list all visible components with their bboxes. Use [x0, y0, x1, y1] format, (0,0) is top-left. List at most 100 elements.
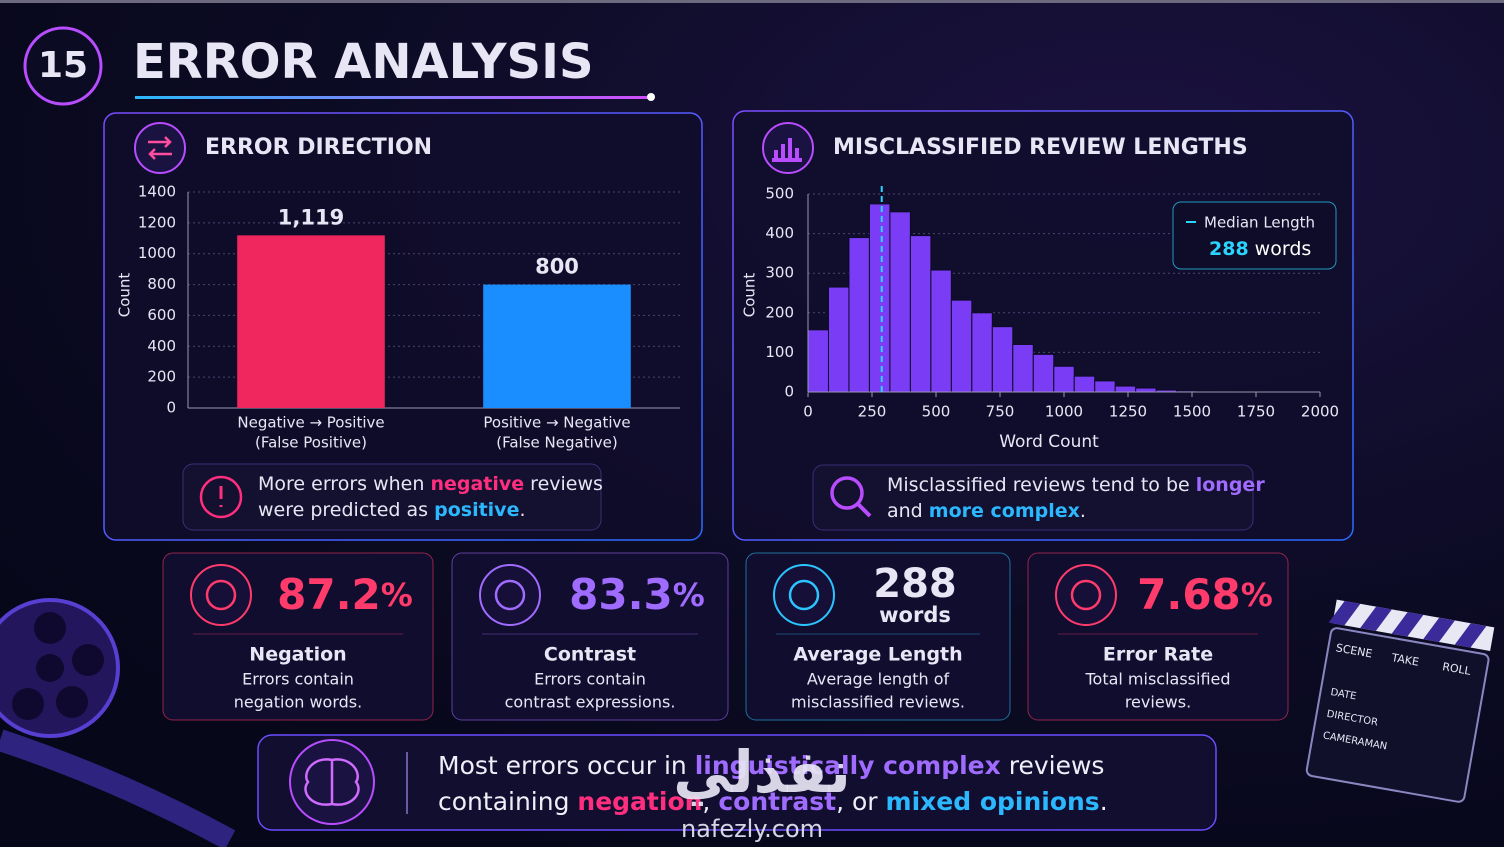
x-tick-label: 750: [986, 403, 1015, 421]
clapboard-stripe: [1423, 617, 1455, 643]
text-segment: negation: [577, 787, 702, 816]
text-segment: mixed opinions: [886, 787, 1100, 816]
panel-title: MISCLASSIFIED REVIEW LENGTHS: [833, 135, 1248, 160]
reel-hole: [34, 612, 66, 644]
stat-label: Average Length: [793, 644, 962, 666]
clapboard-stripe: [1454, 623, 1487, 648]
y-tick-label: 500: [765, 185, 794, 203]
y-axis-label: Count: [741, 273, 759, 318]
clapboard-body: [1305, 627, 1490, 803]
y-tick-label: 1400: [138, 183, 176, 201]
text-segment: .: [1100, 787, 1108, 816]
x-tick-label: 1750: [1237, 403, 1275, 421]
histogram-bar: [1073, 375, 1096, 393]
histogram-bar: [848, 237, 870, 393]
stat-icon: [479, 564, 541, 626]
stat-value: 83.3%: [569, 570, 705, 619]
stat-value: 87.2%: [277, 570, 413, 619]
histogram-bar: [991, 326, 1014, 393]
legend-box: [1172, 201, 1337, 270]
x-axis-label: Word Count: [999, 432, 1099, 452]
x-tick-label: 1250: [1109, 403, 1147, 421]
x-tick-label: Negative → Positive: [237, 414, 384, 432]
stat-icon: [1055, 564, 1117, 626]
y-tick-label: 0: [784, 383, 794, 401]
brain-icon: [304, 758, 360, 806]
watermark-site: nafezly.com: [681, 815, 823, 843]
text-segment: negative: [430, 473, 524, 495]
rich-text: Misclassified reviews tend to be longer: [887, 474, 1265, 496]
text-segment: reviews: [524, 473, 603, 495]
slide-number: 15: [38, 45, 88, 86]
stat-glyph: [494, 579, 526, 611]
underline-dot: [647, 93, 655, 101]
y-tick-label: 400: [765, 224, 794, 242]
clapboard-text: SCENE: [1335, 641, 1374, 660]
stat-glyph: [205, 579, 237, 611]
histogram-bar: [807, 329, 829, 393]
y-tick-label: 1000: [138, 244, 176, 262]
median-value: 288: [1209, 238, 1249, 260]
note-box: [812, 464, 1254, 531]
text-segment: linguistically complex: [695, 751, 1001, 780]
rich-text: were predicted as positive.: [258, 499, 526, 521]
histogram-bar: [909, 235, 932, 393]
reel-hole: [56, 686, 88, 718]
bar: [237, 235, 385, 408]
content: More errors when negative reviews were pr…: [116, 183, 1495, 843]
stat-label: Negation: [249, 644, 346, 666]
panel: [103, 112, 703, 541]
text-segment: More errors when: [258, 473, 430, 495]
clapboard-stripe: [1328, 601, 1361, 626]
histogram-bar: [1114, 385, 1137, 393]
conclusion-box: [257, 734, 1217, 831]
text-segment: and: [887, 500, 929, 522]
film-reel: [0, 598, 236, 847]
watermark-brand: نفذلي: [673, 738, 850, 806]
legend-label: Median Length: [1204, 214, 1315, 232]
rich-text: and more complex.: [887, 500, 1086, 522]
text-segment: ,: [702, 787, 718, 816]
stat-label: Error Rate: [1103, 644, 1213, 666]
panel-title: ERROR DIRECTION: [205, 135, 432, 160]
slide-title: ERROR ANALYSIS: [133, 34, 594, 90]
y-tick-label: 400: [147, 337, 176, 355]
value-label: 800: [535, 255, 579, 279]
stat-glyph: [788, 579, 820, 611]
histogram-bar: [930, 269, 952, 393]
text-segment: , or: [836, 787, 885, 816]
stat-label: Contrast: [544, 644, 636, 666]
clapboard-text: DATE: [1330, 687, 1358, 702]
stat-icon: [190, 564, 252, 626]
panel-icon: [134, 122, 186, 174]
stat-desc: Errors contain: [534, 670, 646, 689]
y-tick-label: 200: [147, 368, 176, 386]
x-tick-label: 1500: [1173, 403, 1211, 421]
histogram-bar: [868, 203, 891, 393]
y-tick-label: 300: [765, 264, 794, 282]
legend-value: 288 words: [1209, 238, 1311, 260]
text-segment: Most errors occur in: [438, 751, 695, 780]
histogram-bar: [827, 286, 850, 393]
stat-unit: %: [1241, 576, 1273, 614]
top-border: [0, 0, 1504, 3]
slide-number-badge: [23, 26, 103, 106]
stat-glyph: [1070, 579, 1102, 611]
reel-hole: [12, 688, 44, 720]
stat-icon: [773, 564, 835, 626]
median-unit: words: [1255, 238, 1312, 260]
text-segment: contrast: [718, 787, 836, 816]
x-tick-label: (False Positive): [255, 434, 367, 452]
histogram-bar: [1032, 353, 1055, 393]
stat-desc: reviews.: [1125, 693, 1191, 712]
reel-hole: [72, 644, 104, 676]
text-segment: .: [519, 499, 525, 521]
text-segment: reviews: [1001, 751, 1105, 780]
title-underline: [135, 96, 651, 99]
search-handle: [856, 502, 872, 518]
rich-text: Most errors occur in linguistically comp…: [438, 751, 1104, 780]
stat-value: 288: [873, 561, 957, 607]
stat-desc: Errors contain: [242, 670, 354, 689]
